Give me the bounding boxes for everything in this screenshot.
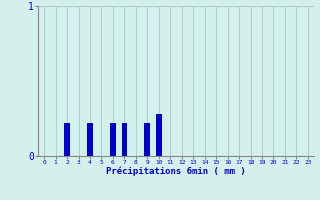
X-axis label: Précipitations 6min ( mm ): Précipitations 6min ( mm )	[106, 167, 246, 176]
Bar	[110, 123, 116, 156]
Bar	[64, 123, 70, 156]
Bar	[156, 114, 162, 156]
Bar	[87, 123, 93, 156]
Bar	[144, 123, 150, 156]
Bar	[122, 123, 127, 156]
